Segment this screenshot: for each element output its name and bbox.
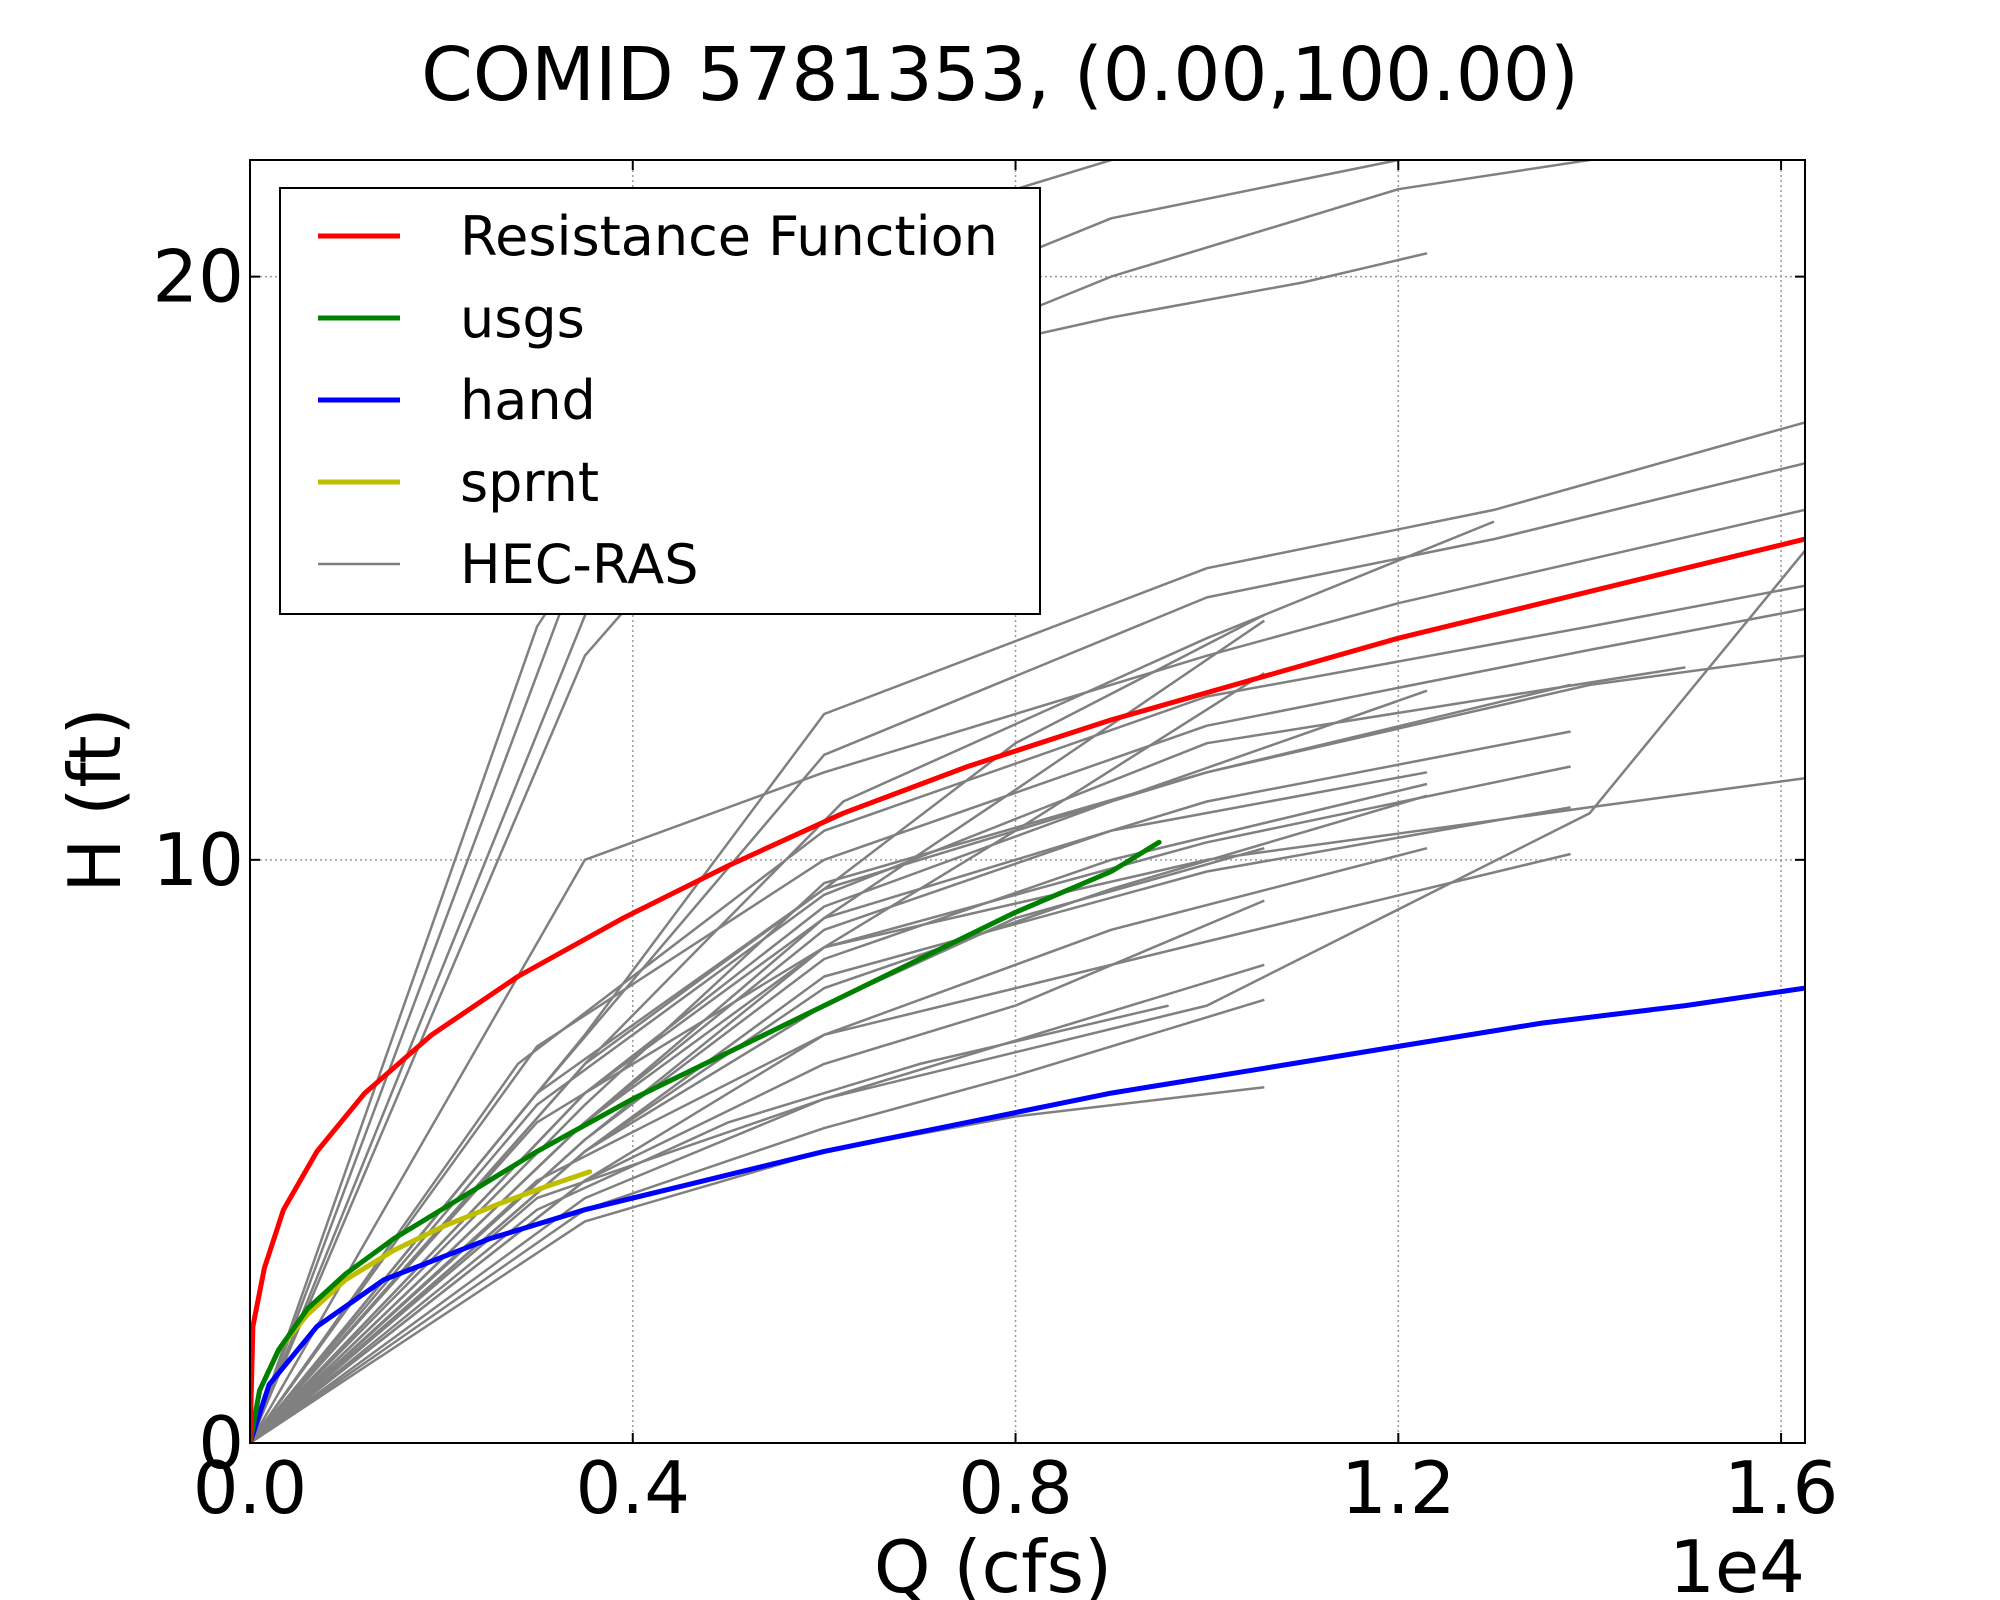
hec-ras-curve <box>250 765 1571 1443</box>
hec-ras-curve <box>250 666 1686 1443</box>
hec-ras-curve <box>250 584 1805 1443</box>
legend-label-usgs: usgs <box>460 287 585 350</box>
chart-title: COMID 5781353, (0.00,100.00) <box>421 32 1579 118</box>
model-curves <box>250 536 1805 1443</box>
legend-label-hand: hand <box>460 369 596 432</box>
usgs-series-line <box>250 839 1162 1443</box>
axis-ticks: 0.0 0.4 0.8 1.2 1.6 0 10 20 <box>152 160 1838 1530</box>
y-tick-label: 20 <box>152 235 244 319</box>
hec-ras-curve <box>250 1004 1169 1443</box>
hec-ras-curve <box>250 771 1428 1443</box>
resistance-function-series-line <box>250 536 1805 1443</box>
y-axis-label: H (ft) <box>53 707 137 893</box>
x-tick-label: 0.4 <box>576 1446 691 1530</box>
hec-ras-curve <box>250 782 1428 1443</box>
x-tick-label: 1.6 <box>1724 1446 1839 1530</box>
hec-ras-curve <box>250 776 1805 1443</box>
y-tick-label: 10 <box>152 818 244 902</box>
plot-frame <box>249 159 1806 1444</box>
legend-label-resistance-function: Resistance Function <box>460 205 998 268</box>
hec-ras-curve <box>250 683 1571 1443</box>
hec-ras-curve <box>250 689 1428 1443</box>
legend-frame <box>279 187 1041 615</box>
x-axis-offset-label: 1e4 <box>1669 1525 1805 1600</box>
legend-label-hec-ras: HEC-RAS <box>460 533 698 596</box>
hec-ras-curve <box>250 963 1265 1443</box>
hec-ras-curve <box>250 508 1805 1443</box>
hec-ras-curve <box>250 730 1571 1443</box>
x-tick-label: 0.8 <box>958 1446 1073 1530</box>
hec-ras-curve <box>250 998 1265 1443</box>
x-axis-label: Q (cfs) <box>874 1525 1112 1600</box>
legend-label-sprnt: sprnt <box>460 451 599 514</box>
hec-ras-curve <box>250 806 1571 1443</box>
hec-ras-curve <box>250 607 1805 1443</box>
x-tick-label: 0.0 <box>193 1446 308 1530</box>
hec-ras-curve <box>250 852 1571 1443</box>
x-tick-label: 1.2 <box>1341 1446 1456 1530</box>
y-tick-label: 0 <box>198 1401 244 1485</box>
hand-series-line <box>250 985 1805 1443</box>
legend: Resistance Function usgs hand sprnt HEC-RAS <box>279 187 1041 615</box>
